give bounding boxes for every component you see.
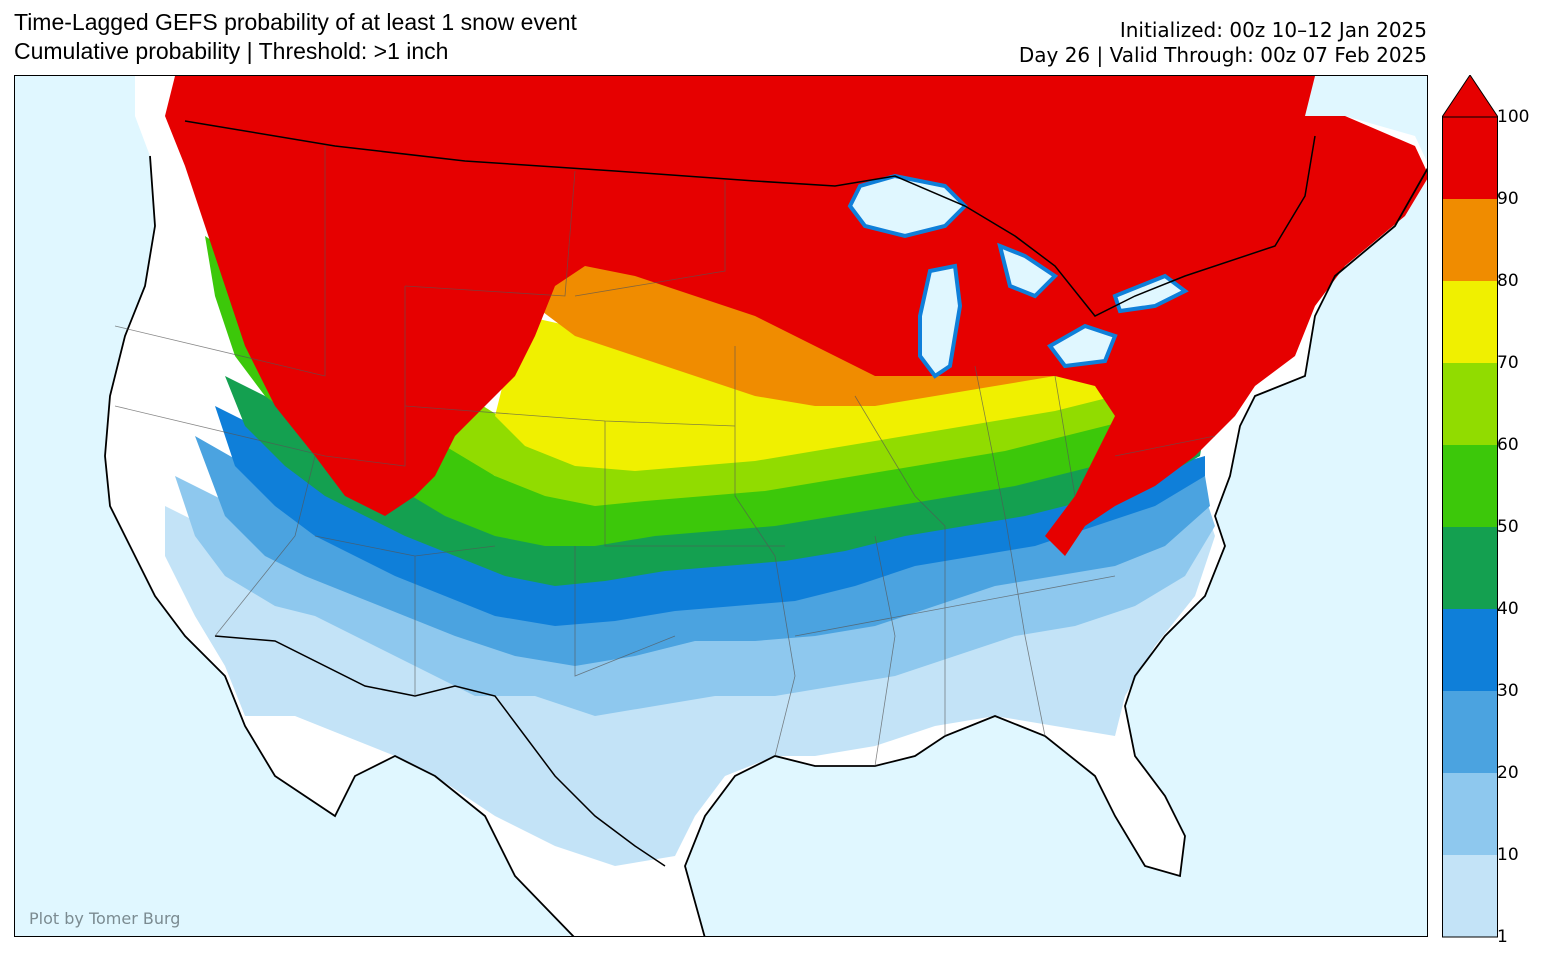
colorbar-tick-label: 40: [1497, 599, 1519, 619]
state-lines: [114, 146, 1216, 767]
colorbar-extend-arrow: [1442, 75, 1498, 118]
map-subtitle: Cumulative probability | Threshold: >1 i…: [14, 38, 449, 64]
us-mexico-border: [214, 635, 666, 867]
prob-band-10-20: [175, 476, 1215, 716]
us-canada-border: [184, 120, 1316, 317]
colorbar-bin: [1442, 691, 1498, 773]
meta-block: Initialized: 00z 10–12 Jan 2025 Day 26 |…: [1019, 18, 1427, 68]
map-svg: [15, 76, 1427, 936]
valid-through-label: Day 26 | Valid Through: 00z 07 Feb 2025: [1018, 43, 1427, 67]
map-panel: Plot by Tomer Burg: [14, 75, 1428, 937]
prob-band-40-50: [225, 376, 1205, 586]
colorbar-bins: [1442, 117, 1498, 937]
prob-band-20-30: [195, 436, 1210, 666]
colorbar-outline: [1442, 116, 1498, 938]
colorbar-bin: [1442, 363, 1498, 445]
coastline: [104, 155, 1427, 936]
colorbar-tick-label: 20: [1497, 763, 1519, 783]
colorbar-tick-label: 90: [1497, 189, 1519, 209]
colorbar-bin: [1442, 773, 1498, 855]
colorbar-bin: [1442, 445, 1498, 527]
prob-band-90-100: [165, 76, 1427, 556]
great-lakes: [847, 173, 1189, 379]
prob-band-30-40: [215, 406, 1205, 626]
colorbar-tick-label: 50: [1497, 517, 1519, 537]
colorbar-tick-label: 60: [1497, 435, 1519, 455]
title-block: Time-Lagged GEFS probability of at least…: [14, 8, 577, 66]
colorbar-bin: [1442, 609, 1498, 691]
colorbar-svg: [1442, 75, 1498, 938]
credit-label: Plot by Tomer Burg: [29, 909, 181, 928]
colorbar-tick-label: 80: [1497, 271, 1519, 291]
colorbar-tick-label: 100: [1497, 107, 1530, 127]
initialized-label: Initialized: 00z 10–12 Jan 2025: [1119, 18, 1427, 42]
colorbar-tick-label: 10: [1497, 845, 1519, 865]
colorbar: 1 10 20 30 40 50 60 70 80 90 100: [1442, 75, 1550, 947]
colorbar-bin: [1442, 117, 1498, 199]
prob-band-60-70: [225, 216, 1185, 506]
colorbar-tick-label: 70: [1497, 353, 1519, 373]
colorbar-bin: [1442, 855, 1498, 937]
map-title: Time-Lagged GEFS probability of at least…: [14, 9, 577, 35]
colorbar-tick-label: 30: [1497, 681, 1519, 701]
colorbar-bin: [1442, 527, 1498, 609]
colorbar-tick-label: 1: [1497, 927, 1508, 947]
colorbar-bin: [1442, 199, 1498, 281]
prob-band-50-60: [205, 236, 1195, 546]
colorbar-bin: [1442, 281, 1498, 363]
